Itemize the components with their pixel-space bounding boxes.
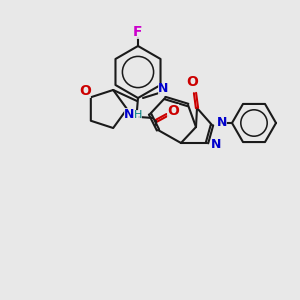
Text: N: N (211, 139, 221, 152)
Text: H: H (134, 110, 142, 120)
Text: N: N (217, 116, 227, 128)
Text: O: O (79, 84, 91, 98)
Text: O: O (167, 104, 179, 118)
Text: F: F (133, 25, 143, 39)
Text: O: O (186, 75, 198, 89)
Text: N: N (158, 82, 168, 95)
Text: N: N (124, 107, 134, 121)
